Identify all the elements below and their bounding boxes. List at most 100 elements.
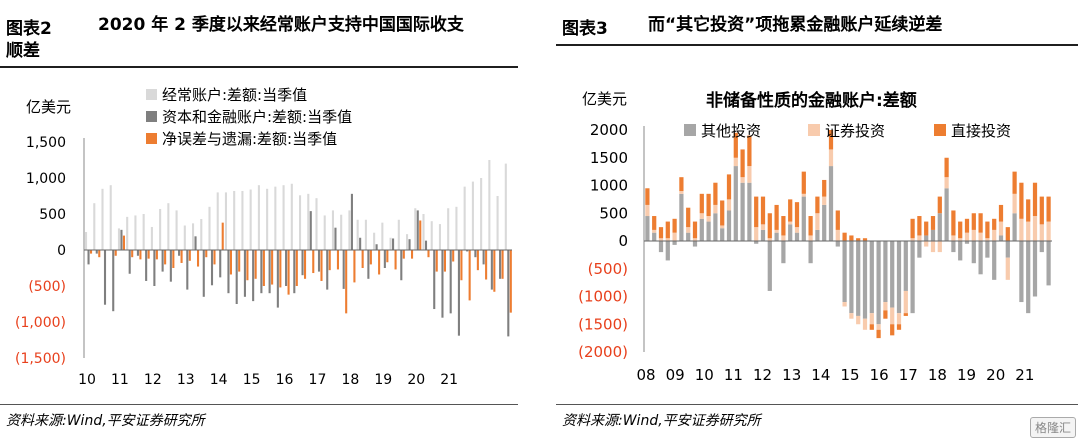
legend-label-other: 其他投资 [701,122,761,140]
bar-errors [279,250,282,288]
bar-portfolio [740,177,745,183]
bar-other [971,241,976,264]
x-tick-label: 09 [666,366,685,384]
bar-portfolio [828,149,834,167]
bar-portfolio [971,229,976,241]
bar-portfolio [835,229,840,241]
bar-other [733,166,738,241]
x-tick-label: 21 [440,372,458,388]
bar-capital [276,250,279,308]
bar-errors [196,250,200,267]
bar-portfolio [992,229,997,241]
bar-capital [424,240,428,250]
footer-rule [556,404,1078,405]
bar-portfolio [808,235,813,241]
bar-other [645,216,650,241]
bar-other [1026,241,1031,314]
x-tick-label: 14 [210,372,228,388]
legend-label-capital: 资本和金融账户:差额:当季值 [162,108,352,126]
bar-errors [246,250,249,281]
bar-errors [460,250,463,281]
bar-capital [466,250,469,252]
bar-current [480,178,483,250]
bar-current [356,219,359,250]
bar-current [117,228,121,250]
figure-2-panel: 图表2 2020 年 2 季度以来经常账户支持中国国际收支 顺差 亿美元 1,5… [0,0,520,442]
bar-portfolio [815,213,820,230]
bar-capital [128,250,131,274]
bar-capital [202,250,205,297]
bar-direct [1039,196,1044,225]
bar-other [903,241,908,291]
bar-errors [386,250,389,263]
bar-capital [433,250,436,310]
bar-portfolio [924,241,929,247]
bar-portfolio [1039,224,1044,241]
bar-direct [692,221,698,239]
bar-errors [303,250,307,279]
bar-other [890,241,895,308]
bar-direct [801,171,806,194]
bar-capital [219,250,222,278]
bar-other [1019,241,1024,303]
bar-current [496,196,499,250]
bar-other [883,241,888,303]
bar-direct [699,193,704,214]
bar-capital [161,250,164,272]
x-tick-label: 16 [276,372,294,388]
bar-portfolio [985,238,990,241]
y-tick-label: (2000) [578,343,628,361]
bar-current [208,206,211,250]
bar-capital [359,237,362,250]
bar-direct [842,232,847,241]
bar-errors [164,250,167,265]
bar-capital [457,250,460,336]
bar-errors [345,250,348,314]
bar-other [679,193,684,241]
bar-current [274,186,277,250]
bar-current [101,188,104,250]
bar-capital [350,193,353,250]
bar-direct [767,213,772,239]
bar-other [1005,241,1010,258]
bar-other [665,241,670,261]
bar-capital [145,250,148,281]
bar-current [463,186,466,250]
bar-portfolio [781,235,786,241]
bar-other [658,241,664,253]
bar-errors [353,250,356,283]
bar-capital [441,250,444,318]
bar-direct [958,221,963,239]
bar-current [233,190,236,250]
bar-other [869,241,874,314]
bar-portfolio [760,224,766,230]
bar-errors [369,250,372,265]
x-tick-label: 12 [753,366,772,384]
bar-direct [652,216,657,230]
bar-other [699,218,704,241]
bar-capital [260,250,263,294]
bar-other [747,182,752,241]
bar-other [876,241,881,325]
bar-portfolio [665,238,670,241]
bar-errors [501,250,504,279]
bar-portfolio [958,238,963,241]
legend-label-portfolio: 证券投资 [825,122,885,140]
bar-errors [419,220,422,250]
bar-portfolio [978,232,983,241]
bar-portfolio [917,235,922,241]
bar-other [754,241,759,244]
figure-3-panel: 图表3 而“其它投资”项拖累金融账户延续逆差 亿美元 非储备性质的金融账户:差额… [556,0,1080,442]
bar-current [323,215,326,250]
header-rule [556,44,1078,46]
legend-swatch-current [146,89,157,100]
y-tick-label: 1,500 [26,135,66,151]
y-tick-label: 1,000 [26,171,66,187]
bar-portfolio [686,227,691,233]
bar-capital [268,250,271,294]
x-tick-label: 14 [811,366,830,384]
bar-capital [317,250,321,272]
legend-swatch-portfolio [808,124,820,136]
bar-capital [499,250,502,279]
x-tick-label: 17 [309,372,327,388]
